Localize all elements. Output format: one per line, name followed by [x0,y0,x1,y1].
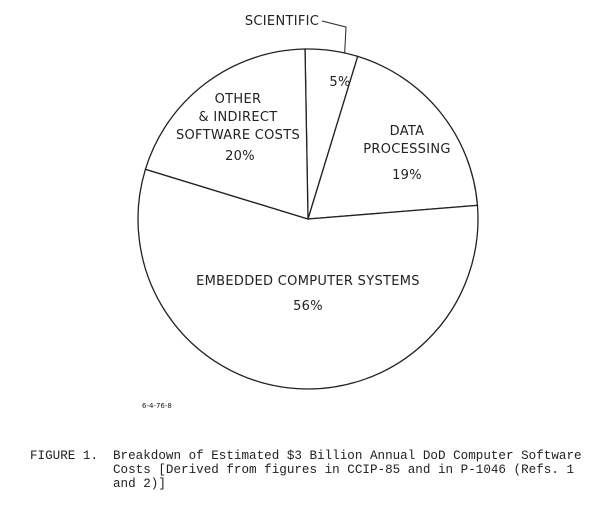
figure-id: 6-4-76-8 [142,402,172,410]
pie-slice [137,168,479,390]
caption-text: Breakdown of Estimated $3 Billion Annual… [113,449,582,491]
pie-slice [144,48,309,220]
value-label: 56% [293,299,323,314]
slice-label: SCIENTIFIC [244,14,320,29]
slice-label: EMBEDDED COMPUTER SYSTEMS [196,274,420,289]
pie-slice [307,55,479,220]
value-label: 5% [329,75,351,90]
value-label: 20% [225,149,255,164]
slice-label: OTHER & INDIRECT SOFTWARE COSTS [175,92,301,143]
value-label: 19% [392,168,422,183]
caption: FIGURE 1. Breakdown of Estimated $3 Bill… [30,449,600,491]
caption-label: FIGURE 1. [30,449,99,463]
slice-label: DATA PROCESSING [363,124,451,157]
